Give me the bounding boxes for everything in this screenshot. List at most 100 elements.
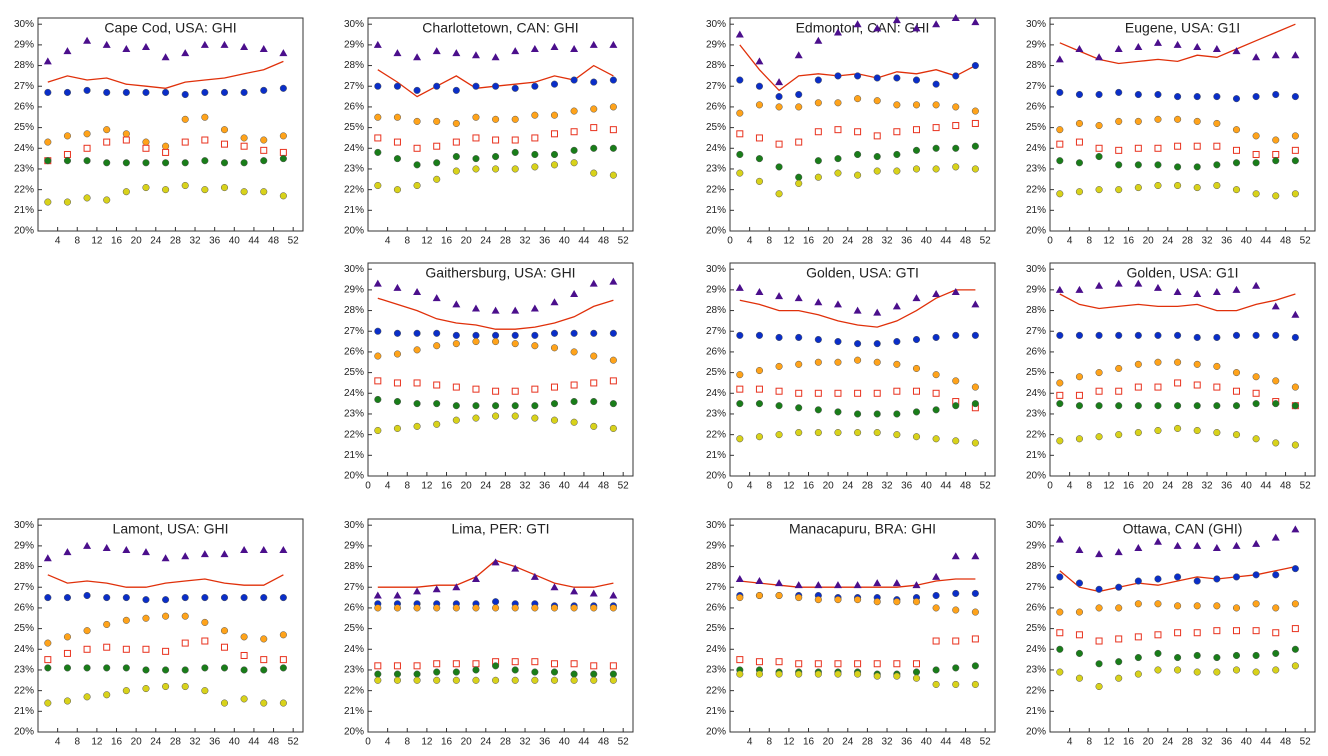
circle-point	[1213, 575, 1221, 583]
x-tick-label: 8	[74, 236, 80, 247]
circle-point	[44, 639, 52, 647]
circle-point	[393, 604, 401, 612]
x-tick-label: 4	[55, 236, 61, 247]
square-point	[932, 637, 940, 645]
circle-point	[531, 331, 539, 339]
square-point	[1213, 383, 1221, 391]
circle-point	[570, 329, 578, 337]
circle-point	[162, 666, 170, 674]
y-tick-label: 30%	[706, 264, 726, 275]
triangle-point	[1271, 533, 1280, 541]
square-point	[609, 126, 617, 134]
circle-point	[240, 594, 248, 602]
circle-point	[240, 159, 248, 167]
x-tick-label: 4	[747, 737, 753, 748]
circle-point	[609, 329, 617, 337]
circle-point	[854, 596, 862, 604]
square-point	[834, 660, 842, 668]
y-tick-label: 24%	[706, 143, 726, 154]
triangle-point	[161, 554, 170, 562]
triangle-point	[794, 51, 803, 59]
chart-title: Lima, PER: GTI	[451, 521, 549, 537]
circle-point	[472, 666, 480, 674]
y-tick-label: 22%	[1026, 429, 1046, 440]
circle-point	[932, 604, 940, 612]
circle-point	[1213, 362, 1221, 370]
circle-point	[433, 329, 441, 337]
y-tick-label: 21%	[1026, 706, 1046, 717]
triangle-point	[181, 552, 190, 560]
y-tick-label: 23%	[706, 409, 726, 420]
circle-point	[63, 88, 71, 96]
y-tick-label: 29%	[1026, 541, 1046, 552]
x-tick-label: 52	[1300, 481, 1312, 492]
square-point	[775, 387, 783, 395]
x-tick-label: 8	[404, 236, 410, 247]
circle-point	[452, 119, 460, 128]
panel: 20%21%22%23%24%25%26%27%28%29%30%4 8 12 16 2…	[14, 518, 304, 748]
y-tick-label: 27%	[14, 582, 34, 593]
triangle-point	[1252, 53, 1261, 61]
triangle-point	[853, 20, 862, 28]
x-tick-label: 36	[1221, 481, 1233, 492]
circle-point	[590, 78, 598, 86]
y-tick-label: 22%	[344, 184, 364, 195]
circle-point	[492, 662, 500, 670]
triangle-point	[1095, 53, 1104, 61]
circle-point	[260, 666, 268, 674]
circle-point	[452, 676, 460, 684]
triangle-point	[1252, 281, 1261, 289]
circle-point	[736, 150, 744, 159]
x-tick-label: 44	[248, 236, 260, 247]
circle-point	[590, 670, 598, 678]
circle-point	[814, 358, 822, 366]
circle-point	[1213, 429, 1221, 437]
x-tick-label: 16	[1123, 481, 1135, 492]
triangle-point	[755, 57, 764, 65]
x-tick-label: 12	[783, 481, 795, 492]
circle-point	[590, 329, 598, 337]
square-point	[1115, 635, 1123, 643]
circle-point	[472, 402, 480, 410]
circle-point	[1291, 600, 1299, 608]
circle-point	[795, 404, 803, 412]
triangle-point	[63, 548, 72, 556]
triangle-point	[373, 40, 382, 48]
circle-point	[814, 406, 822, 414]
circle-point	[1291, 93, 1299, 101]
x-tick-label: 32	[881, 481, 893, 492]
circle-point	[162, 159, 170, 167]
triangle-point	[570, 290, 579, 298]
circle-point	[452, 167, 460, 175]
y-tick-label: 28%	[1026, 561, 1046, 572]
triangle-point	[971, 552, 980, 560]
circle-point	[570, 159, 578, 167]
circle-point	[1056, 668, 1064, 676]
circle-point	[971, 331, 979, 339]
circle-point	[775, 93, 783, 101]
circle-point	[452, 402, 460, 410]
series-line	[739, 289, 976, 328]
plot-frame	[729, 262, 996, 477]
circle-point	[1232, 186, 1241, 194]
triangle-point	[432, 294, 441, 302]
y-tick-label: 23%	[344, 164, 364, 175]
circle-point	[452, 668, 460, 676]
x-tick-label: 16	[441, 481, 453, 492]
x-tick-label: 4	[385, 737, 391, 748]
circle-point	[854, 95, 862, 103]
square-point	[1291, 146, 1299, 154]
circle-point	[873, 429, 881, 437]
square-point	[1232, 387, 1240, 395]
circle-point	[550, 676, 559, 684]
square-point	[531, 385, 539, 393]
circle-point	[854, 356, 862, 364]
chart-title: Ottawa, CAN (GHI)	[1123, 521, 1243, 537]
circle-point	[1174, 181, 1182, 190]
chart-title: Gaithersburg, USA: GHI	[425, 265, 575, 281]
x-tick-label: 16	[111, 737, 123, 748]
x-tick-label: 52	[618, 737, 630, 748]
x-tick-label: 4	[385, 236, 391, 247]
circle-point	[1154, 181, 1162, 190]
circle-point	[971, 62, 979, 70]
